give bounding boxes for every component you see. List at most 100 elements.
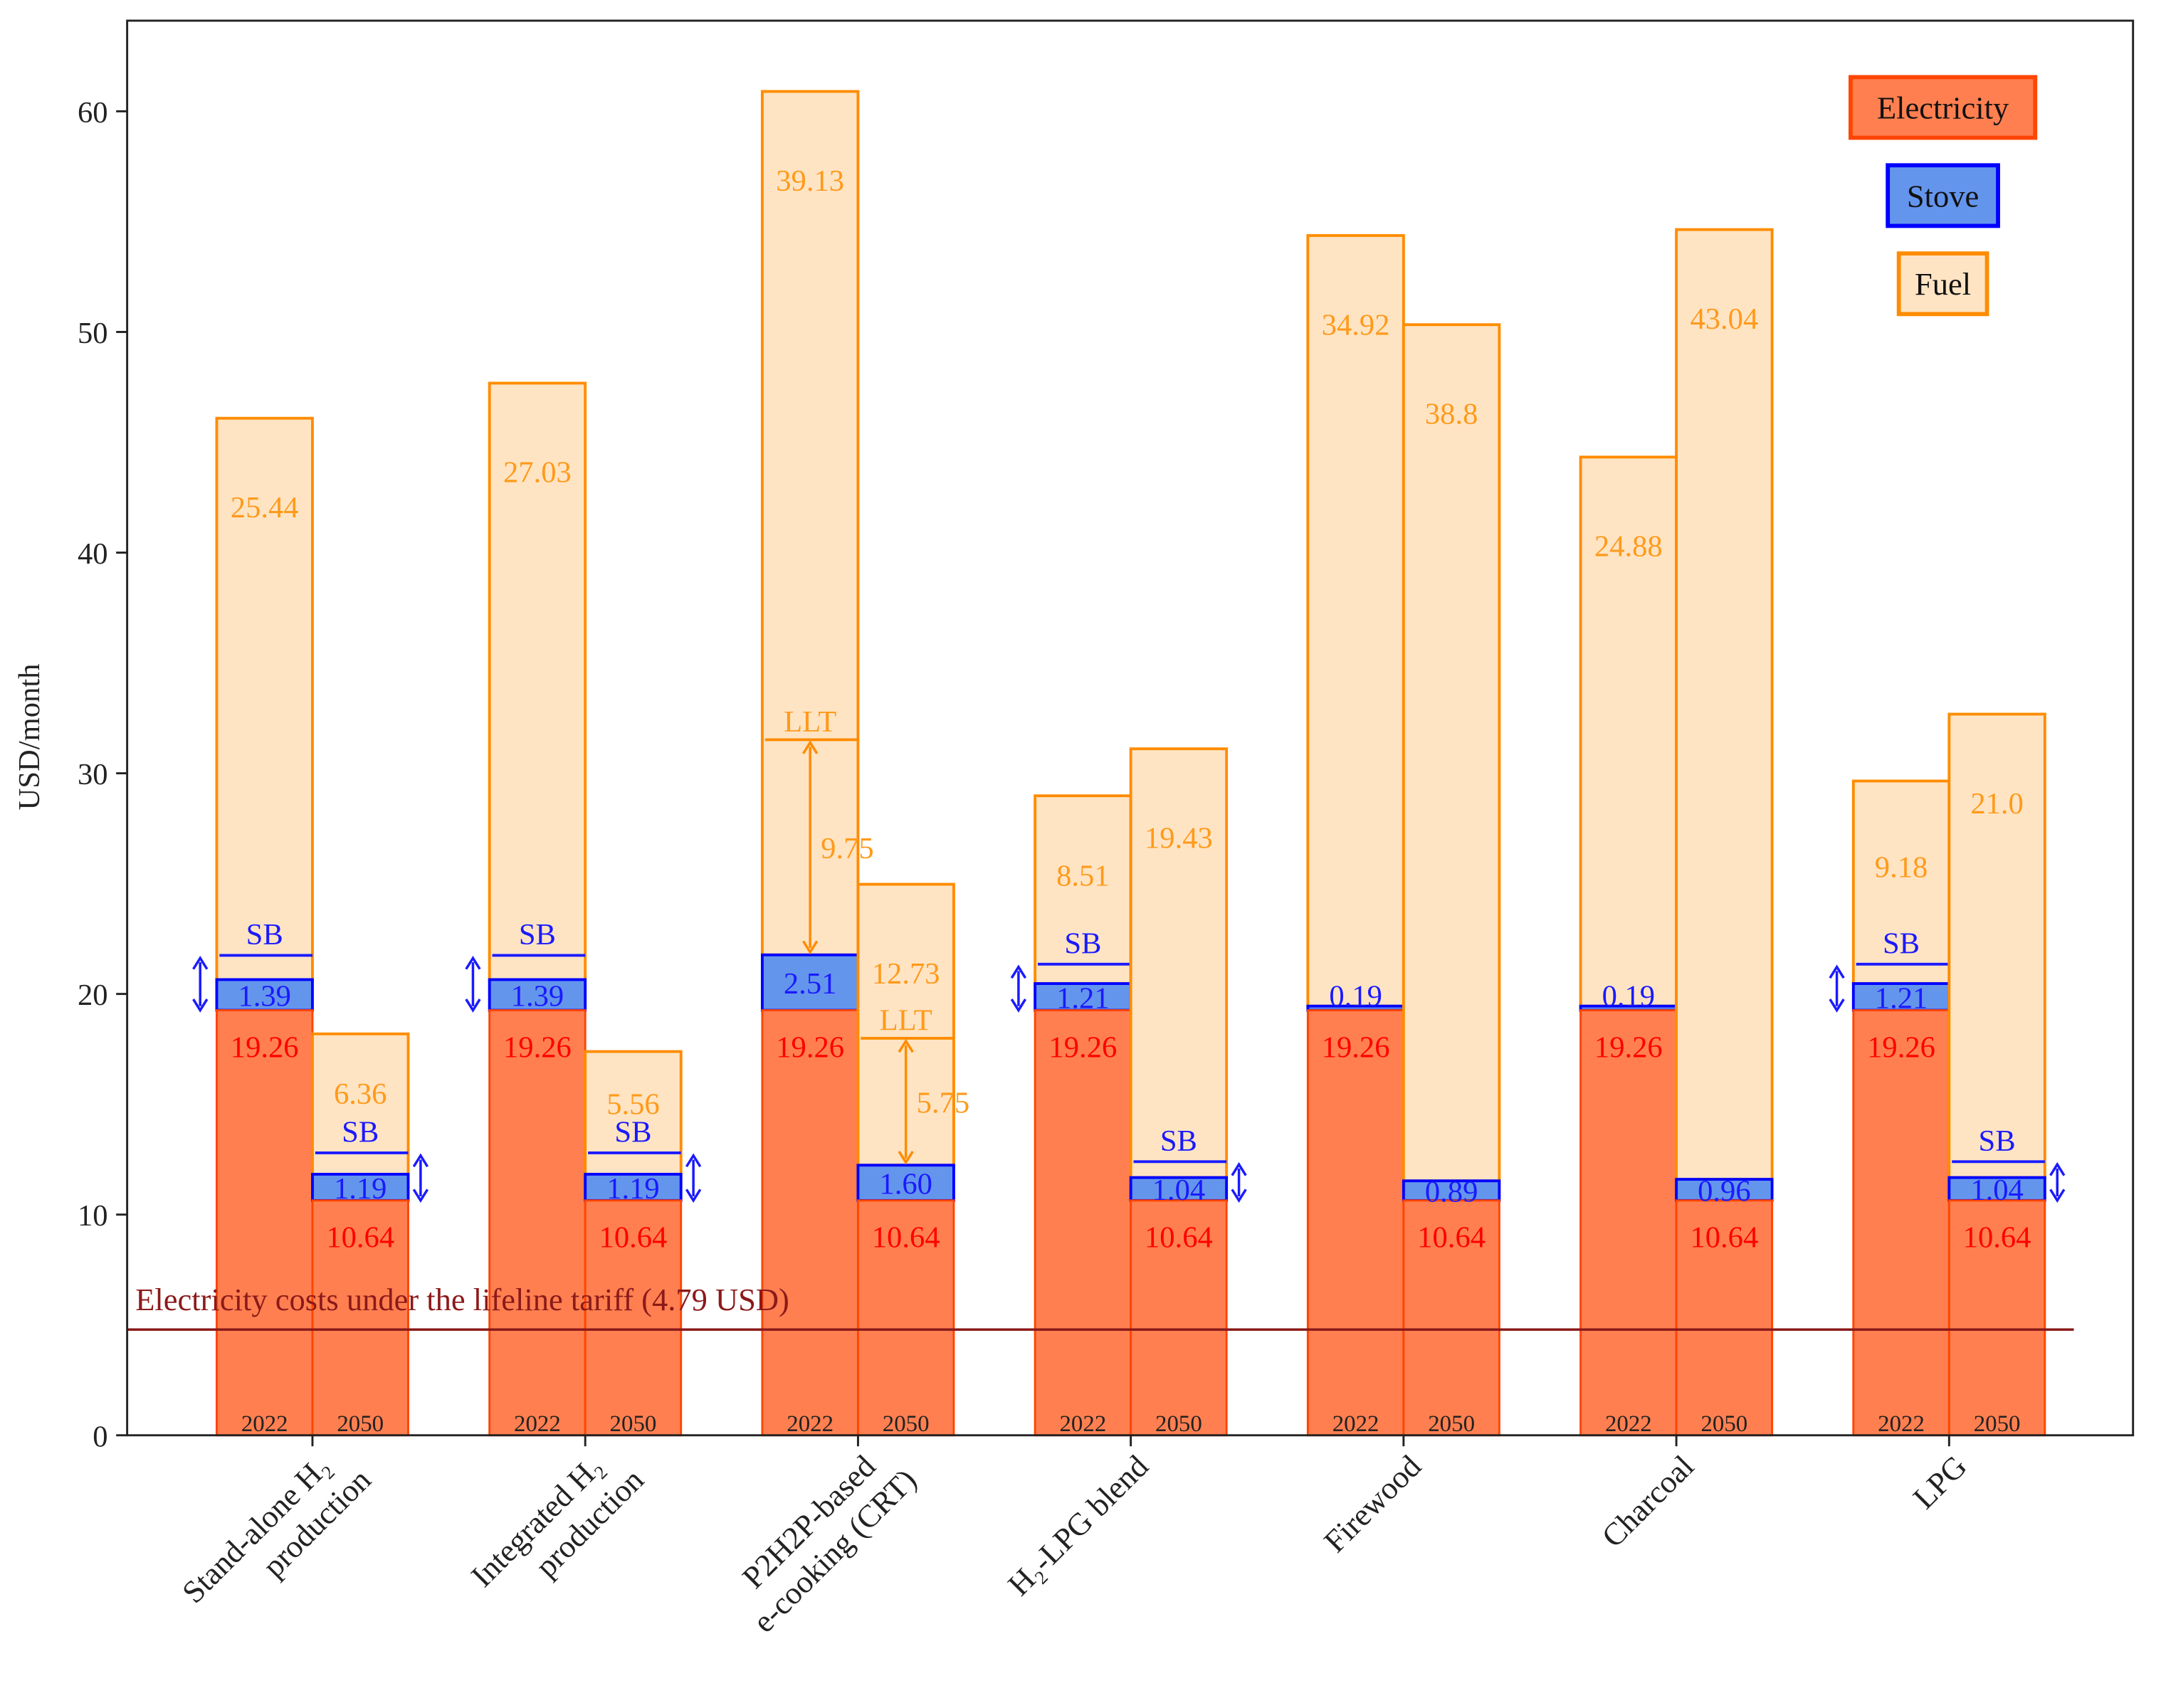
stove-bar [1947,1176,2046,1202]
arrow-head-down [1829,998,1845,1013]
y-tick-label: 40 [78,537,108,571]
x-tick-label: P2H2P-basede-cooking (CRT) [718,1435,923,1640]
stove-value-label: 1.04 [1152,1174,1206,1207]
electricity-value-label: 10.64 [599,1221,668,1255]
x-tick-label: Charcoal [1594,1448,1700,1554]
arrow-head-down [802,940,819,955]
arrow-head-down [1010,998,1027,1013]
fuel-bar [215,416,314,981]
electricity-value-label: 19.26 [776,1030,844,1064]
electricity-bar [761,1009,859,1437]
sb-double-arrow [1829,964,1845,1013]
year-label: 2050 [337,1411,384,1437]
llt-label: LLT [784,705,836,739]
arrow-head-up [192,955,209,970]
fuel-bar [1402,323,1501,1183]
lifeline-tariff-label: Electricity costs under the lifeline tar… [135,1282,789,1317]
stove-value-label: 0.19 [1602,980,1656,1013]
year-label: 2022 [1878,1411,1925,1437]
legend-swatch [1886,163,2000,228]
arrow-head-down [2049,1188,2066,1203]
fuel-bar [488,381,587,981]
electricity-bar [1579,1009,1678,1437]
electricity-bar [1034,1009,1132,1437]
x-tick-label: Stand-alone H₂production [175,1435,378,1638]
legend-label: Electricity [1877,90,2009,125]
electricity-value-label: 19.26 [1322,1030,1390,1064]
sb-double-arrow [1010,964,1027,1013]
fuel-value-label: 9.18 [1875,850,1928,884]
stove-value-label: 2.51 [784,967,837,1001]
legend-swatch [1849,75,2038,140]
stove-bar [1851,982,1951,1012]
arrow-head-up [2049,1161,2066,1176]
fuel-value-label: 5.56 [606,1087,660,1121]
stove-value-label: 1.21 [1056,981,1110,1015]
arrow-head-up [802,740,819,754]
sb-label: SB [246,918,283,951]
electricity-bar [1402,1199,1500,1437]
electricity-value-label: 10.64 [1963,1221,2031,1255]
arrow-head-up [685,1153,702,1168]
sb-label: SB [1883,927,1920,960]
stove-value-label: 1.39 [511,980,564,1013]
stove-value-label: 0.96 [1698,1174,1751,1208]
fuel-bar [1306,234,1405,1008]
electricity-bar [856,1199,955,1437]
x-tick-label: Firewood [1317,1448,1428,1559]
fuel-value-label: 8.51 [1056,860,1110,893]
electricity-value-label: 19.26 [1048,1030,1117,1064]
legend-label: Fuel [1915,266,1971,302]
y-tick-label: 10 [78,1199,108,1233]
fuel-value-label: 25.44 [231,491,299,524]
electricity-bar [311,1199,409,1437]
fuel-value-label: 12.73 [872,957,940,991]
y-tick-label: 0 [93,1420,107,1453]
year-label: 2022 [514,1411,561,1437]
arrow-head-up [1010,964,1027,979]
year-label: 2022 [241,1411,288,1437]
year-label: 2022 [1332,1411,1379,1437]
legend-item-stove: Stove [1886,163,2000,228]
x-tick-label-line: Firewood [1317,1448,1428,1559]
sb-label: SB [519,918,556,951]
x-tick-label: H₂-LPG blend [1001,1448,1155,1603]
year-label: 2050 [1974,1411,2021,1437]
fuel-value-label: 27.03 [503,456,572,490]
fuel-value-label: 34.92 [1322,308,1390,342]
fuel-value-label: 43.04 [1690,302,1758,336]
year-label: 2050 [1155,1411,1202,1437]
stove-value-label: 1.19 [334,1172,387,1206]
chart-marks: 25.44 1.39 19.26 2022 SB 6.36 1.19 10.64 2050 SB 2… [127,90,2074,1437]
x-tick-label: Integrated H₂production [464,1435,651,1621]
arrow-head-down [412,1188,429,1203]
electricity-value-label: 10.64 [1417,1221,1486,1255]
year-label: 2050 [610,1411,657,1437]
arrow-head-up [898,1038,914,1053]
electricity-bar [215,1009,314,1437]
y-axis-label: USD/month [13,664,46,811]
fuel-bar [311,1032,410,1176]
llt-label: LLT [880,1003,932,1037]
electricity-bar [1130,1199,1228,1437]
sb-double-arrow [2049,1161,2066,1203]
electricity-value-label: 19.26 [503,1030,572,1064]
fuel-value-label: 39.13 [776,164,844,198]
sb-label: SB [1979,1124,2016,1158]
sb-double-arrow [1231,1161,1247,1203]
electricity-value-label: 19.26 [1594,1030,1663,1064]
fuel-value-label: 24.88 [1594,530,1663,564]
electricity-bar [1852,1009,1950,1437]
x-tick-label-line: LPG [1906,1448,1974,1516]
stove-value-label: 1.19 [606,1172,660,1206]
arrow-head-down [685,1188,702,1203]
arrow-head-down [1231,1188,1247,1203]
fuel-bar [1851,779,1951,986]
y-tick-label: 50 [78,317,108,350]
electricity-bar [1947,1199,2046,1437]
llt-difference-label: 5.75 [917,1087,970,1120]
legend-swatch [1896,251,1989,317]
year-label: 2022 [1605,1411,1652,1437]
y-tick-label: 20 [78,979,108,1012]
